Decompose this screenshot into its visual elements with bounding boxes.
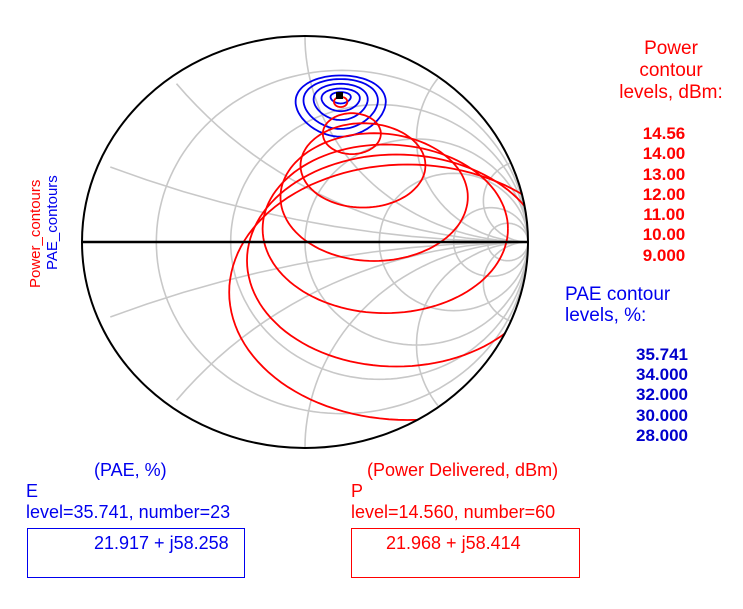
power-marker-letter: P [351,481,364,501]
power-legend-title-line: contour [639,60,703,81]
reactance-arc [175,241,528,401]
power-marker-header: (Power Delivered, dBm) [367,460,559,480]
power-marker-level: level=14.560, number=60 [351,502,556,522]
power-level: 14.00 [642,144,686,164]
reactance-arc [415,78,528,243]
reactance-arc [110,166,528,243]
pae-contour [329,91,352,105]
reactance-arc [482,241,528,322]
reactance-arc [175,83,528,243]
pae-level: 32.000 [636,385,688,405]
pae-contour [320,87,361,113]
reactance-arc [304,36,528,243]
power-impedance-box: 21.968 + j58.414 [351,528,580,578]
optimum-marker [336,92,343,99]
pae-marker-level: level=35.741, number=23 [26,502,231,522]
power-level: 12.00 [642,184,686,204]
pae-level: 34.000 [636,365,688,385]
power-level: 9.000 [642,245,686,265]
power-contour [246,153,528,368]
power-contour [261,143,509,315]
pae-levels-list: 35.741 34.000 32.000 30.000 28.000 [622,345,702,446]
reactance-arc [482,162,528,243]
pae-level: 28.000 [636,425,688,445]
power-level: 14.56 [642,124,686,143]
power-level: 10.00 [642,225,686,245]
reactance-arc [110,241,528,318]
pae-contours-axis-label: PAE_contours [44,175,61,270]
power-legend-title-line: levels, dBm: [619,82,723,103]
pae-impedance-box: 21.917 + j58.258 [27,528,245,578]
pae-legend-title-line: PAE contour [565,284,671,305]
pae-contour [312,82,369,121]
power-contour [279,132,469,262]
power-contour [299,122,427,209]
pae-level: 35.741 [636,345,688,364]
pae-level: 30.000 [636,405,688,425]
power-levels-list: 14.56 14.00 13.00 12.00 11.00 10.00 9.00… [624,124,704,266]
power-level: 13.00 [642,164,686,184]
power-level: 11.00 [643,205,685,225]
power-impedance-value: 21.968 + j58.414 [386,533,521,553]
reactance-arc [415,241,528,406]
pae-marker-header: (PAE, %) [94,460,167,480]
power-legend-title: Power contour levels, dBm: [596,38,743,104]
pae-legend-title-line: levels, %: [565,305,647,326]
reactance-arc [304,241,528,448]
smith-grid [110,36,528,448]
pae-legend-title: PAE contour levels, %: [565,284,670,326]
pae-impedance-value: 21.917 + j58.258 [94,533,229,553]
pae-contour [302,78,379,130]
power-legend-title-line: Power [644,38,698,59]
power-contour [228,163,528,421]
power-contour [333,95,349,108]
pae-marker-letter: E [26,481,39,501]
power-contours-axis-label: Power_contours [27,179,44,288]
pae-contour [294,74,387,138]
